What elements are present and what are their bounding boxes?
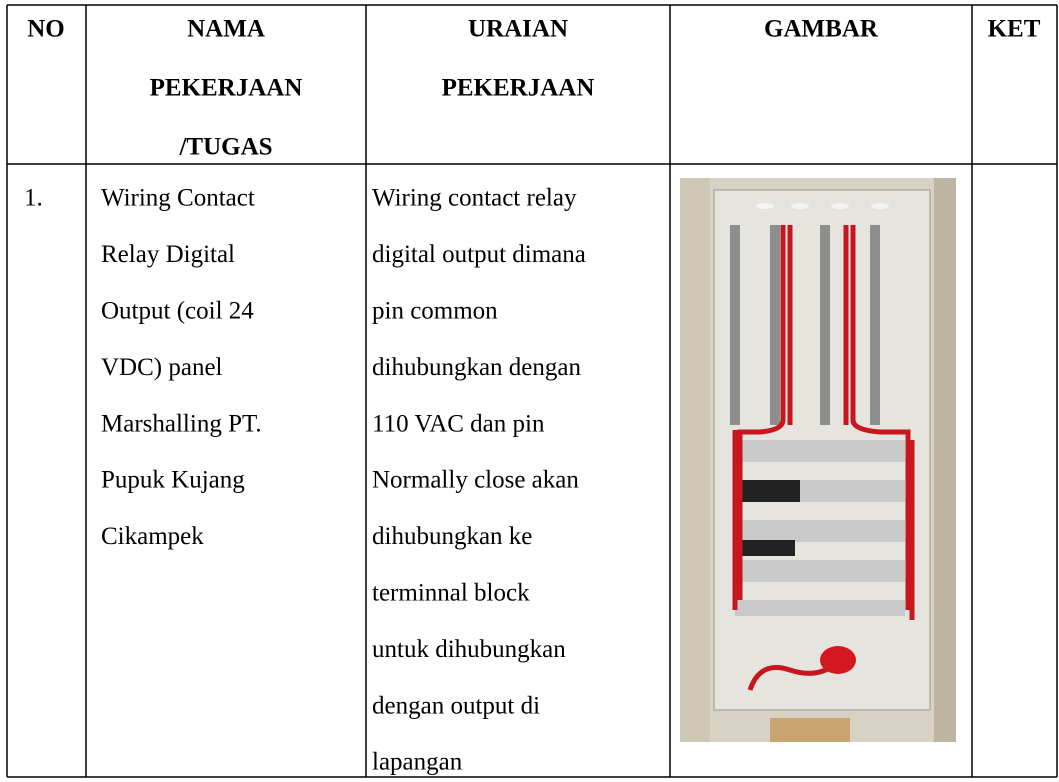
cell-text: Marshalling PT. [101,410,262,437]
table-text[interactable]: NO NAMA PEKERJAAN/TUGAS URAIAN PEKERJAAN GAMB… [24,16,1041,776]
cell-text: Relay Digital [101,241,235,268]
cell-text: Cikampek [101,523,204,550]
header-text: NO [27,16,65,43]
wires [732,225,915,691]
ducts [730,225,880,425]
cell-text: Wiring Contact [101,185,255,212]
header-text: KET [988,16,1041,43]
header-text: NAMA [187,16,265,43]
cell-text: digital output dimana [372,241,586,268]
cell-text: pin common [372,298,498,325]
cell-text: terminnal block [372,580,530,607]
cell-text: Output (coil 24 [101,298,254,325]
header-text: PEKERJAAN [150,75,303,102]
header-text: /TUGAS [178,134,272,161]
cell-text: 1. [24,185,43,212]
cell-text: dengan output di [372,692,540,719]
cell-text: untuk dihubungkan [372,636,566,663]
header-text: URAIAN [468,16,568,43]
cell-text: Pupuk Kujang [101,467,245,494]
relays [740,480,800,556]
cell-text: Normally close akan [372,467,579,494]
header-text: GAMBAR [764,16,879,43]
panel-photo [680,178,956,742]
bag [820,646,856,674]
lights [756,203,889,209]
cell-text: 110 VAC dan pin [372,410,545,437]
cell-text: Wiring contact relay [372,185,577,212]
table-borders [6,4,1058,778]
header-text: PEKERJAAN [442,75,595,102]
pallet [770,718,850,742]
cell-text: dihubungkan ke [372,523,532,550]
door [680,178,710,742]
cell-text: lapangan [372,749,463,776]
cell-text: dihubungkan dengan [372,354,581,381]
cell-text: VDC) panel [101,354,223,381]
door [934,178,956,742]
